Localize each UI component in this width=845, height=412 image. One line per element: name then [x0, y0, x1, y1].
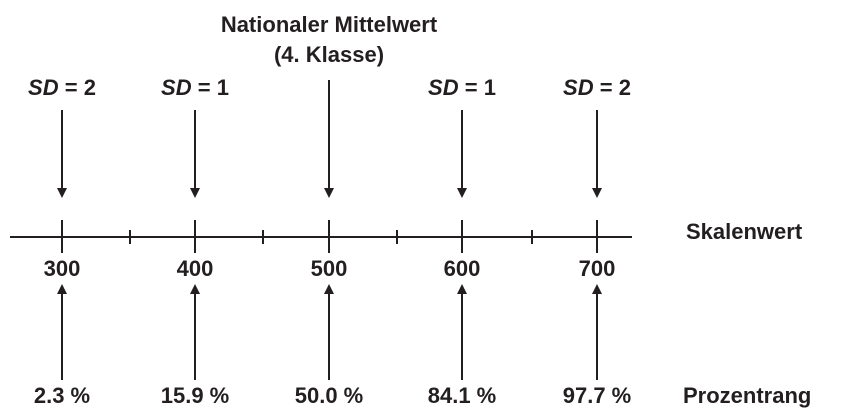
scale-label: Skalenwert — [686, 219, 803, 244]
scale-value: 600 — [444, 256, 481, 281]
sd-value: = 1 — [465, 75, 496, 100]
scale-value: 500 — [311, 256, 348, 281]
arrow-head — [457, 284, 467, 294]
arrow-head — [324, 188, 334, 198]
scale-value: 700 — [579, 256, 616, 281]
arrow-head — [324, 284, 334, 294]
sd-value: = 2 — [600, 75, 631, 100]
scale-value: 400 — [177, 256, 214, 281]
percentile-label: Prozentrang — [683, 383, 811, 408]
sd-value: = 2 — [65, 75, 96, 100]
scale-value: 300 — [44, 256, 81, 281]
percentile-value: 2.3 % — [34, 383, 90, 408]
sd-symbol: SD — [28, 75, 59, 100]
sd-label: SD = 1 — [161, 75, 229, 100]
percentile-value: 50.0 % — [295, 383, 364, 408]
title-line: (4. Klasse) — [274, 42, 384, 67]
arrow-head — [190, 284, 200, 294]
sd-label: SD = 2 — [28, 75, 96, 100]
percentile-value: 15.9 % — [161, 383, 230, 408]
sd-symbol: SD — [428, 75, 459, 100]
arrow-head — [592, 284, 602, 294]
arrow-head — [57, 188, 67, 198]
sd-symbol: SD — [161, 75, 192, 100]
percentile-value: 84.1 % — [428, 383, 497, 408]
arrow-head — [457, 188, 467, 198]
arrow-head — [190, 188, 200, 198]
percentile-value: 97.7 % — [563, 383, 632, 408]
sd-value: = 1 — [198, 75, 229, 100]
sd-symbol: SD — [563, 75, 594, 100]
arrow-head — [592, 188, 602, 198]
sd-label: SD = 2 — [563, 75, 631, 100]
sd-label: SD = 1 — [428, 75, 496, 100]
arrow-head — [57, 284, 67, 294]
title-line: Nationaler Mittelwert — [221, 12, 438, 37]
